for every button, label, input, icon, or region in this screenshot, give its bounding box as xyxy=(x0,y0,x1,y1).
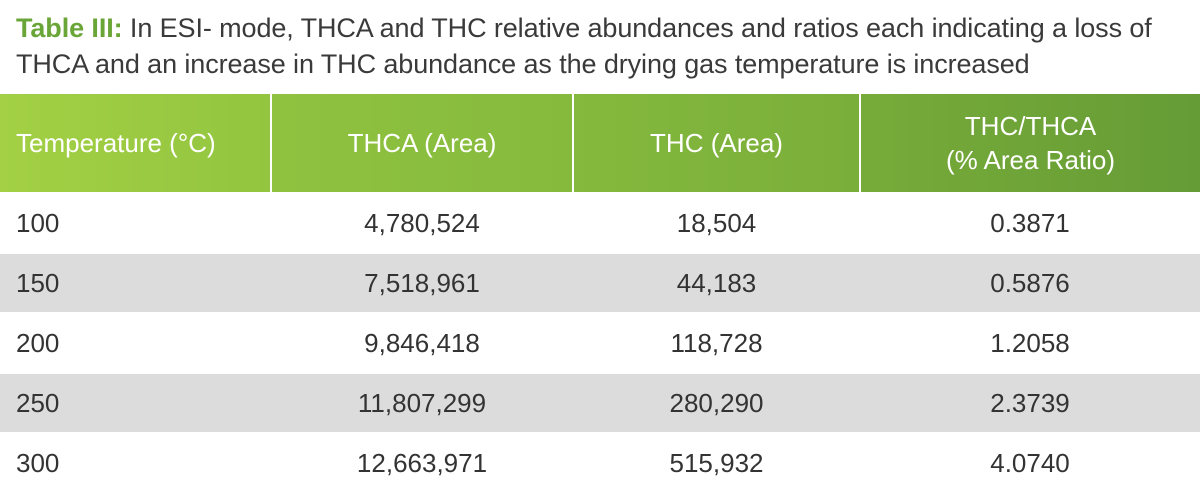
data-table: Temperature (°C) THCA (Area) THC (Area) … xyxy=(0,94,1200,492)
header-thca-area-label: THCA (Area) xyxy=(347,128,497,158)
cell-thc-area: 44,183 xyxy=(573,252,860,313)
table-caption: Table III: In ESI- mode, THCA and THC re… xyxy=(16,10,1191,82)
cell-thc-area: 280,290 xyxy=(573,372,860,433)
table-row: 200 9,846,418 118,728 1.2058 xyxy=(0,312,1200,373)
header-temperature-label: Temperature (°C) xyxy=(16,128,216,158)
cell-ratio: 0.5876 xyxy=(860,252,1200,313)
table-row: 150 7,518,961 44,183 0.5876 xyxy=(0,252,1200,313)
header-temperature: Temperature (°C) xyxy=(0,94,272,193)
header-thc-area-label: THC (Area) xyxy=(650,128,783,158)
cell-ratio: 2.3739 xyxy=(860,372,1200,433)
cell-temperature: 100 xyxy=(0,192,271,253)
cell-temperature: 200 xyxy=(0,312,271,373)
cell-temperature: 150 xyxy=(0,252,271,313)
cell-thca-area: 7,518,961 xyxy=(271,252,573,313)
header-row: Temperature (°C) THCA (Area) THC (Area) … xyxy=(0,94,1200,193)
cell-ratio: 4.0740 xyxy=(860,432,1200,492)
cell-ratio: 1.2058 xyxy=(860,312,1200,373)
cell-ratio: 0.3871 xyxy=(860,192,1200,253)
cell-thc-area: 118,728 xyxy=(573,312,860,373)
cell-thc-area: 515,932 xyxy=(573,432,860,492)
table-row: 250 11,807,299 280,290 2.3739 xyxy=(0,372,1200,433)
cell-thca-area: 11,807,299 xyxy=(271,372,573,433)
header-ratio-sublabel: (% Area Ratio) xyxy=(945,145,1116,175)
header-ratio: THC/THCA (% Area Ratio) xyxy=(860,94,1200,193)
cell-thca-area: 12,663,971 xyxy=(271,432,573,492)
cell-thca-area: 4,780,524 xyxy=(271,192,573,253)
cell-thc-area: 18,504 xyxy=(573,192,860,253)
cell-temperature: 250 xyxy=(0,372,271,433)
table-row: 300 12,663,971 515,932 4.0740 xyxy=(0,432,1200,492)
header-thca-area: THCA (Area) xyxy=(271,94,574,193)
caption-text: In ESI- mode, THCA and THC relative abun… xyxy=(16,13,1152,79)
header-thc-area: THC (Area) xyxy=(573,94,861,193)
header-ratio-label: THC/THCA xyxy=(964,111,1097,141)
cell-thca-area: 9,846,418 xyxy=(271,312,573,373)
table-row: 100 4,780,524 18,504 0.3871 xyxy=(0,192,1200,253)
caption-label: Table III: xyxy=(16,13,123,43)
cell-temperature: 300 xyxy=(0,432,271,492)
